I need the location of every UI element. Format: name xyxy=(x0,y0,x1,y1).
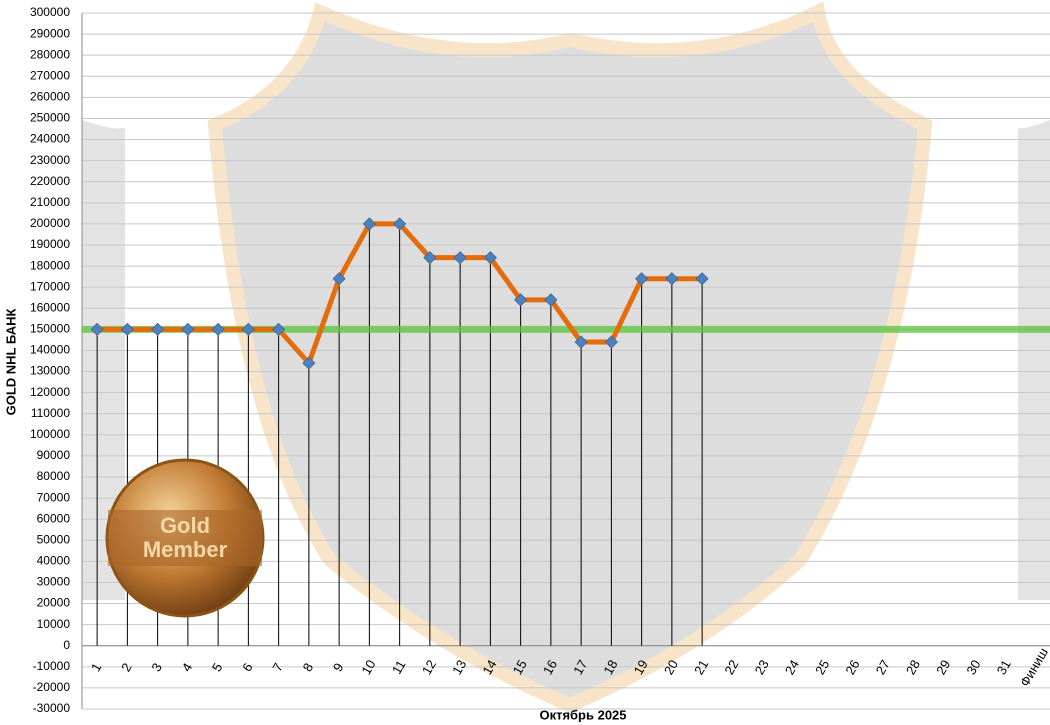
gold-member-badge: Gold Member xyxy=(105,458,265,618)
data-point xyxy=(302,356,316,370)
y-tick-label: 20000 xyxy=(37,596,71,610)
y-tick-label: 160000 xyxy=(30,300,70,314)
y-tick-label: 30000 xyxy=(37,575,71,589)
data-point xyxy=(514,293,528,307)
x-tick-label: 13 xyxy=(449,657,469,677)
x-tick-label: 26 xyxy=(842,657,862,677)
x-tick-label: 30 xyxy=(963,657,983,677)
data-point xyxy=(332,272,346,286)
y-tick-label: 270000 xyxy=(30,68,70,82)
background-logo xyxy=(82,1,1050,713)
data-point xyxy=(574,335,588,349)
badge-text: Gold xyxy=(160,513,210,538)
data-point xyxy=(120,322,134,336)
y-tick-label: 140000 xyxy=(30,343,70,357)
data-point xyxy=(272,322,286,336)
y-tick-label: 50000 xyxy=(37,532,71,546)
data-point xyxy=(211,322,225,336)
badge-text: Member xyxy=(143,537,228,562)
y-tick-label: 120000 xyxy=(30,385,70,399)
x-tick-label: 27 xyxy=(873,657,893,677)
x-tick-label: 6 xyxy=(239,660,256,674)
x-tick-label: 7 xyxy=(269,660,286,674)
y-tick-label: 220000 xyxy=(30,174,70,188)
x-tick-label: 5 xyxy=(209,660,226,674)
y-tick-label: 230000 xyxy=(30,153,70,167)
y-tick-label: 40000 xyxy=(37,554,71,568)
y-tick-label: 10000 xyxy=(37,617,71,631)
y-tick-label: -20000 xyxy=(33,680,71,694)
x-tick-label: 22 xyxy=(721,657,741,677)
y-tick-label: 130000 xyxy=(30,364,70,378)
x-tick-label: 12 xyxy=(419,657,439,677)
y-tick-label: 200000 xyxy=(30,216,70,230)
x-tick-label: 24 xyxy=(782,657,802,677)
y-tick-label: 260000 xyxy=(30,90,70,104)
x-tick-label: 3 xyxy=(148,660,165,674)
y-tick-label: -30000 xyxy=(33,701,71,715)
x-tick-label: 23 xyxy=(752,657,772,677)
x-tick-label: 20 xyxy=(661,657,681,677)
x-tick-label: 18 xyxy=(600,657,620,677)
data-point xyxy=(241,322,255,336)
data-point xyxy=(423,251,437,265)
y-tick-label: 190000 xyxy=(30,237,70,251)
data-point xyxy=(483,251,497,265)
data-point xyxy=(151,322,165,336)
y-tick-label: 210000 xyxy=(30,195,70,209)
x-tick-label: 21 xyxy=(691,657,711,677)
x-tick-label: 16 xyxy=(540,657,560,677)
x-tick-label: 31 xyxy=(994,657,1014,677)
x-tick-label: 28 xyxy=(903,657,923,677)
x-tick-label: 17 xyxy=(570,657,590,677)
x-tick-label: 10 xyxy=(358,657,378,677)
data-point xyxy=(362,217,376,231)
y-tick-label: -10000 xyxy=(33,659,71,673)
y-tick-label: 170000 xyxy=(30,279,70,293)
x-tick-label: 19 xyxy=(631,657,651,677)
data-point xyxy=(453,251,467,265)
x-tick-label: 15 xyxy=(510,657,530,677)
y-tick-label: 280000 xyxy=(30,47,70,61)
x-tick-label: 14 xyxy=(479,657,499,677)
x-tick-label: 9 xyxy=(330,660,347,674)
y-tick-label: 70000 xyxy=(37,490,71,504)
x-tick-label: 8 xyxy=(300,660,317,674)
data-point xyxy=(393,217,407,231)
y-tick-label: 110000 xyxy=(31,406,70,420)
y-tick-label: 180000 xyxy=(30,258,70,272)
x-tick-label: 25 xyxy=(812,657,832,677)
data-point xyxy=(604,335,618,349)
data-point xyxy=(635,272,649,286)
y-tick-label: 0 xyxy=(63,638,70,652)
data-point xyxy=(544,293,558,307)
data-point xyxy=(665,272,679,286)
y-tick-label: 80000 xyxy=(37,469,71,483)
y-tick-label: 240000 xyxy=(30,132,70,146)
y-tick-label: 250000 xyxy=(30,111,70,125)
x-tick-label: 2 xyxy=(118,660,135,674)
data-point xyxy=(695,272,709,286)
y-tick-label: 150000 xyxy=(30,322,70,336)
y-tick-label: 90000 xyxy=(37,448,71,462)
y-axis-label: GOLD NHL БАНК xyxy=(3,309,18,416)
x-tick-label: 1 xyxy=(88,660,105,674)
x-axis-label: Октябрь 2025 xyxy=(539,707,626,722)
y-tick-label: 60000 xyxy=(37,511,71,525)
y-tick-label: 290000 xyxy=(30,26,70,40)
y-tick-label: 300000 xyxy=(30,5,70,19)
x-tick-label: 4 xyxy=(179,660,196,674)
data-point xyxy=(181,322,195,336)
data-point xyxy=(90,322,104,336)
x-tick-label: 11 xyxy=(389,658,409,677)
y-tick-label: 100000 xyxy=(30,427,70,441)
x-tick-label: 29 xyxy=(933,657,953,677)
